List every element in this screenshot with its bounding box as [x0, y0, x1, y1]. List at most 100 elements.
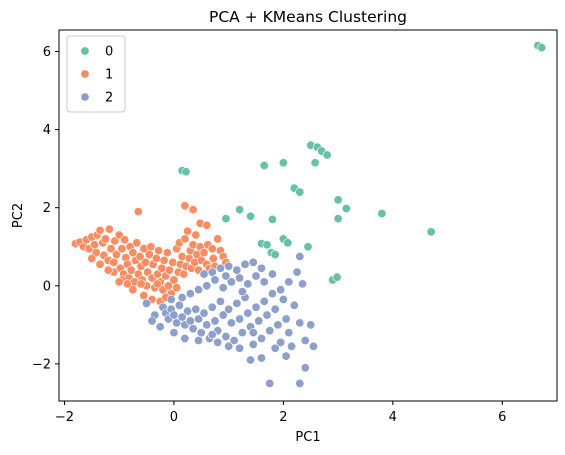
legend-marker-2: [80, 92, 90, 102]
data-point-cluster-2: [232, 265, 242, 275]
legend-marker-0: [80, 46, 90, 56]
data-point-cluster-2: [289, 300, 299, 310]
data-point-cluster-2: [267, 289, 277, 299]
data-point-cluster-0: [283, 238, 293, 248]
data-point-cluster-1: [159, 255, 169, 265]
data-point-cluster-2: [177, 293, 187, 303]
data-point-cluster-2: [185, 316, 195, 326]
data-point-cluster-0: [341, 203, 351, 213]
x-tick-label: −2: [55, 410, 74, 425]
chart-title: PCA + KMeans Clustering: [209, 8, 407, 26]
y-tick-label: 0: [43, 279, 51, 294]
data-point-cluster-1: [117, 244, 127, 254]
x-tick-label: 4: [389, 410, 397, 425]
data-point-cluster-2: [281, 314, 291, 324]
data-point-cluster-1: [154, 246, 164, 256]
data-point-cluster-1: [111, 250, 121, 260]
data-point-cluster-2: [194, 335, 204, 345]
data-point-cluster-2: [232, 298, 242, 308]
data-point-cluster-2: [248, 328, 258, 338]
data-point-cluster-0: [262, 240, 272, 250]
data-point-cluster-2: [235, 314, 245, 324]
data-point-cluster-1: [132, 238, 142, 248]
y-tick-label: 2: [43, 201, 51, 216]
data-point-cluster-2: [298, 279, 308, 289]
data-point-cluster-1: [103, 265, 113, 275]
data-point-cluster-2: [265, 378, 275, 388]
data-point-cluster-2: [207, 302, 217, 312]
data-point-cluster-2: [300, 363, 310, 373]
data-point-cluster-1: [208, 253, 218, 263]
data-point-cluster-1: [168, 257, 178, 267]
data-point-cluster-2: [295, 378, 305, 388]
data-point-cluster-2: [251, 302, 261, 312]
data-point-cluster-2: [202, 281, 212, 291]
legend-box: [66, 35, 126, 113]
x-tick-label: 0: [170, 410, 178, 425]
data-point-cluster-2: [174, 300, 184, 310]
x-tick-label: 6: [498, 410, 506, 425]
data-point-cluster-2: [194, 314, 204, 324]
data-point-cluster-2: [191, 304, 201, 314]
x-axis-label: PC1: [295, 430, 320, 445]
x-axis-ticks: −2 0 2 4 6: [55, 401, 506, 425]
data-point-cluster-0: [267, 214, 277, 224]
data-point-cluster-1: [90, 240, 100, 250]
data-point-cluster-0: [295, 187, 305, 197]
data-point-cluster-1: [95, 225, 105, 235]
y-tick-label: −2: [32, 357, 51, 372]
data-point-cluster-2: [284, 328, 294, 338]
data-point-cluster-2: [218, 283, 228, 293]
data-point-cluster-1: [157, 263, 167, 273]
data-point-cluster-2: [256, 263, 266, 273]
y-tick-label: 6: [43, 45, 51, 60]
data-point-cluster-1: [133, 207, 143, 217]
data-point-cluster-2: [194, 285, 204, 295]
data-point-cluster-2: [142, 298, 152, 308]
data-point-cluster-0: [235, 205, 245, 215]
data-point-cluster-1: [109, 257, 119, 267]
points-layer: [70, 41, 547, 388]
data-point-cluster-2: [240, 259, 250, 269]
data-point-cluster-0: [537, 43, 547, 53]
data-point-cluster-2: [221, 271, 231, 281]
data-point-cluster-2: [243, 279, 253, 289]
data-point-cluster-1: [202, 220, 212, 230]
data-point-cluster-1: [126, 265, 136, 275]
data-point-cluster-1: [146, 242, 156, 252]
data-point-cluster-2: [278, 294, 288, 304]
data-point-cluster-2: [224, 304, 234, 314]
data-point-cluster-1: [199, 248, 209, 258]
data-point-cluster-1: [104, 224, 114, 234]
data-point-cluster-1: [136, 279, 146, 289]
data-point-cluster-2: [270, 304, 280, 314]
data-point-cluster-2: [300, 335, 310, 345]
legend: 0 1 2: [66, 35, 126, 113]
data-point-cluster-0: [332, 272, 342, 282]
data-point-cluster-1: [153, 279, 163, 289]
data-point-cluster-2: [281, 351, 291, 361]
data-point-cluster-2: [237, 287, 247, 297]
legend-label-1: 1: [105, 68, 113, 83]
data-point-cluster-2: [199, 308, 209, 318]
data-point-cluster-1: [101, 234, 111, 244]
data-point-cluster-2: [155, 322, 165, 332]
data-point-cluster-1: [114, 277, 124, 287]
data-point-cluster-1: [128, 248, 138, 258]
data-point-cluster-2: [210, 275, 220, 285]
data-point-cluster-2: [188, 324, 198, 334]
data-point-cluster-2: [308, 341, 318, 351]
data-point-cluster-2: [180, 334, 190, 344]
data-point-cluster-1: [122, 279, 132, 289]
data-point-cluster-2: [287, 341, 297, 351]
data-point-cluster-1: [213, 234, 223, 244]
data-point-cluster-2: [306, 320, 316, 330]
plot-frame: [58, 29, 558, 402]
data-point-cluster-0: [246, 211, 256, 221]
legend-marker-1: [80, 69, 90, 79]
data-point-cluster-2: [259, 296, 269, 306]
data-point-cluster-2: [215, 296, 225, 306]
data-point-cluster-0: [181, 167, 191, 177]
data-point-cluster-2: [295, 252, 305, 262]
